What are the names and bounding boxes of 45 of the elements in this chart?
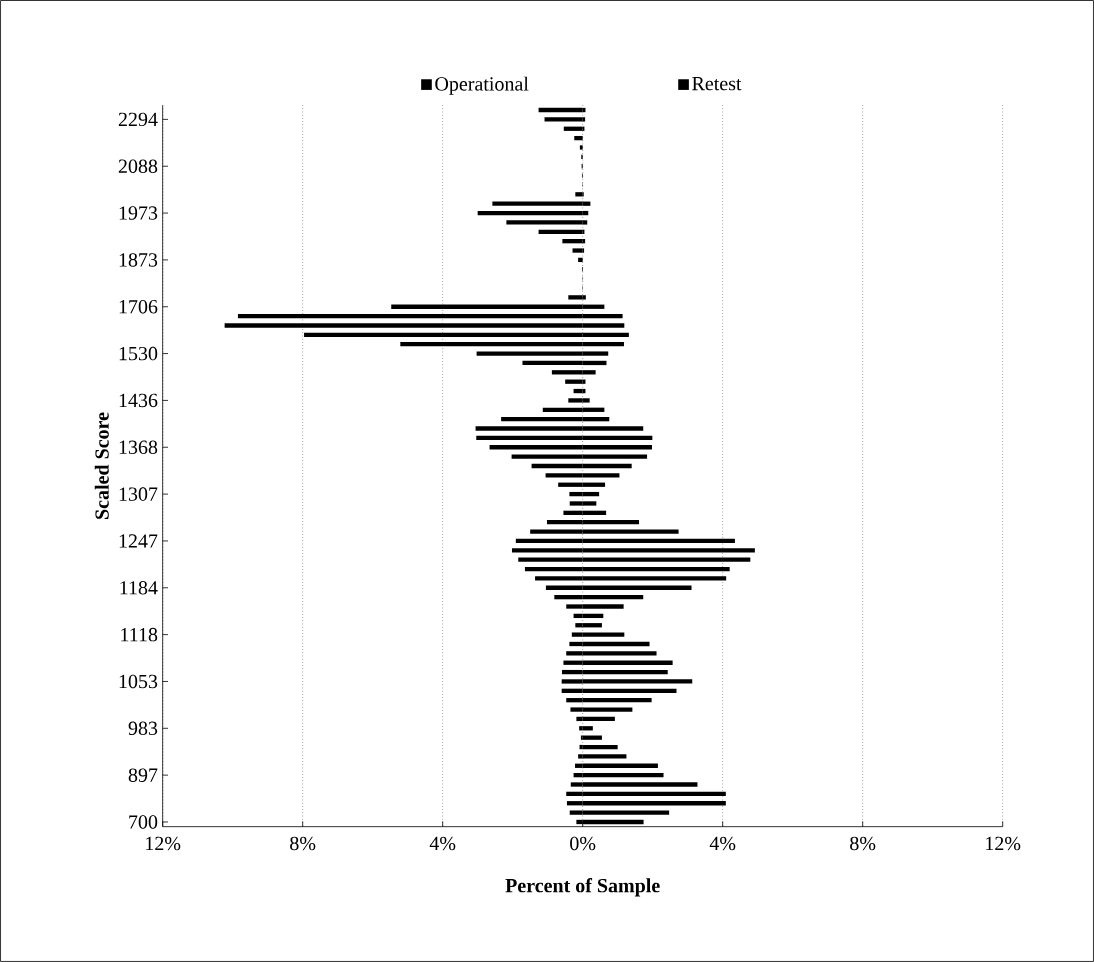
y-tick-label: 983 bbox=[128, 721, 158, 736]
y-tick-label: 2294 bbox=[118, 112, 158, 127]
y-tick-label: 1530 bbox=[119, 346, 158, 361]
bar bbox=[582, 726, 593, 731]
bar bbox=[538, 229, 583, 234]
bar bbox=[582, 744, 618, 750]
bar bbox=[506, 220, 583, 225]
bar bbox=[565, 379, 583, 384]
y-tick-label: 897 bbox=[128, 768, 158, 782]
x-tick-label: 8% bbox=[850, 836, 876, 851]
y-tick-label: 1118 bbox=[121, 627, 158, 642]
y-tick-label: 1973 bbox=[119, 206, 158, 220]
y-tick-label: 700 bbox=[129, 815, 158, 829]
y-tick-label: 1053 bbox=[119, 674, 158, 689]
bar bbox=[582, 735, 602, 740]
bar bbox=[574, 135, 583, 141]
bar bbox=[568, 295, 583, 300]
x-tick-label: 12% bbox=[146, 836, 181, 851]
y-tick-label: 1873 bbox=[119, 253, 158, 267]
y-tick-label: 1247 bbox=[119, 534, 158, 548]
x-tick-label: 8% bbox=[290, 836, 316, 851]
bar bbox=[578, 257, 583, 263]
bar bbox=[544, 117, 583, 122]
bar bbox=[572, 248, 583, 253]
y-tick-label: 1184 bbox=[120, 581, 158, 595]
x-tick-label: 12% bbox=[986, 836, 1021, 851]
y-tick-label: 1307 bbox=[119, 487, 158, 501]
legend-label: Operational bbox=[435, 76, 529, 95]
bar bbox=[579, 145, 583, 150]
y-tick-label: 2088 bbox=[118, 159, 158, 173]
x-tick-label: 0% bbox=[570, 836, 596, 851]
bar bbox=[563, 126, 583, 131]
x-tick-label: 4% bbox=[709, 836, 736, 851]
x-tick-label: 4% bbox=[429, 836, 456, 851]
y-tick-label: 1368 bbox=[119, 440, 158, 454]
y-tick-label: 1436 bbox=[119, 393, 158, 408]
y-axis-title: Scaled Score bbox=[94, 412, 109, 519]
y-tick-label: 1706 bbox=[119, 300, 158, 314]
bar bbox=[562, 239, 583, 244]
x-axis-title: Percent of Sample bbox=[505, 878, 660, 897]
bar bbox=[538, 107, 583, 113]
legend-label: Retest bbox=[692, 77, 742, 91]
bar bbox=[582, 754, 627, 759]
bar bbox=[573, 388, 583, 394]
bar bbox=[575, 192, 583, 197]
